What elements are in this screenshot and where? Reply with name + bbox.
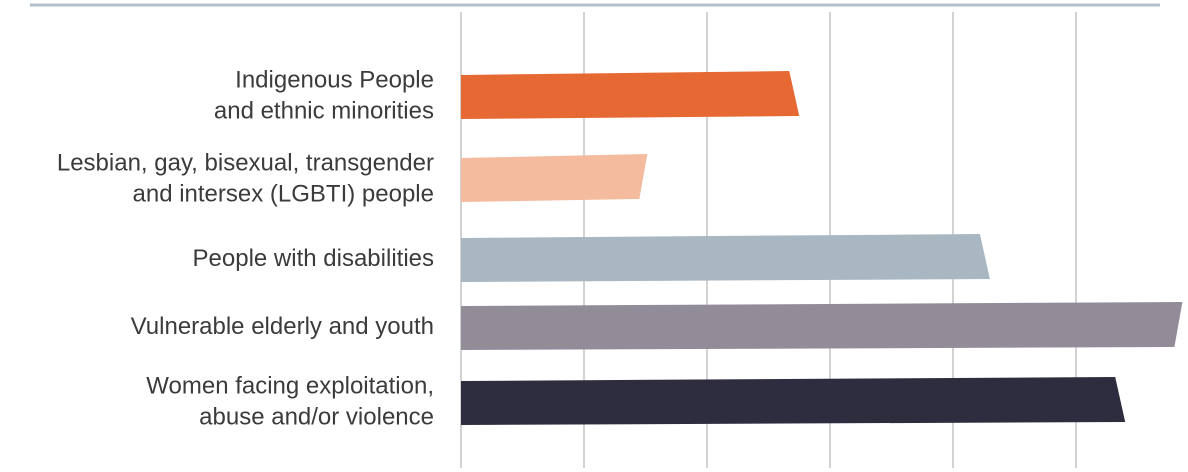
category-label-line: Vulnerable elderly and youth — [131, 313, 434, 340]
category-label-line: abuse and/or violence — [199, 404, 434, 431]
category-label-line: Lesbian, gay, bisexual, transgender — [57, 150, 434, 177]
category-label: Women facing exploitation, abuse and/or v… — [146, 373, 434, 431]
category-labels: Indigenous People and ethnic minorities Le… — [57, 67, 434, 431]
category-label-line: People with disabilities — [193, 245, 434, 272]
bar — [461, 154, 648, 202]
category-label-line: and ethnic minorities — [214, 98, 434, 125]
bar — [461, 234, 990, 282]
category-label-line: Indigenous People — [235, 67, 434, 94]
category-label-line: Women facing exploitation, — [146, 373, 434, 400]
category-label-line: and intersex (LGBTI) people — [133, 181, 435, 208]
bar — [461, 377, 1126, 425]
category-label: Vulnerable elderly and youth — [131, 313, 434, 340]
category-label: People with disabilities — [193, 245, 434, 272]
category-label: Lesbian, gay, bisexual, transgender and i… — [57, 150, 434, 208]
bars — [461, 71, 1183, 425]
bar — [461, 302, 1183, 350]
bar — [461, 71, 800, 119]
category-label: Indigenous People and ethnic minorities — [214, 67, 434, 125]
